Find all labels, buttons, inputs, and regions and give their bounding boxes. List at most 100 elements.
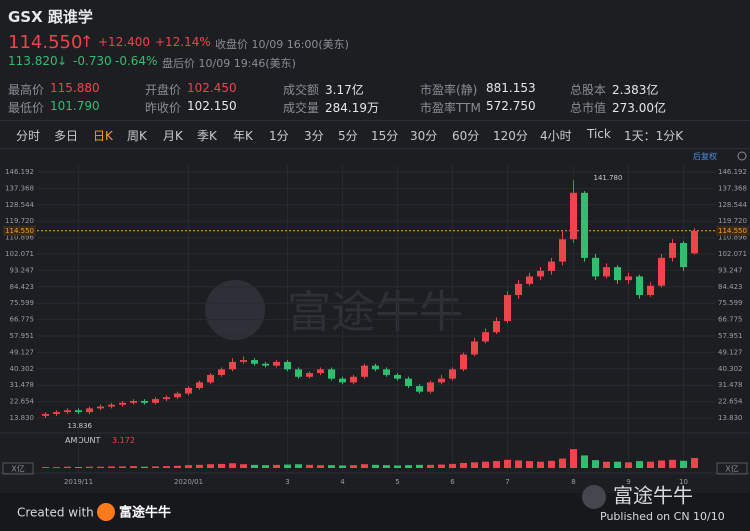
volume-bar xyxy=(108,466,115,468)
stat-value: 273.00亿 xyxy=(612,101,666,115)
candle-body xyxy=(537,270,544,277)
tab[interactable]: 1天：1分K xyxy=(624,129,684,143)
stat-label: 最高价 xyxy=(8,83,45,97)
tab[interactable]: 月K xyxy=(163,129,183,143)
stat-label: 昨收价 xyxy=(145,101,182,115)
candle-body xyxy=(394,374,401,379)
tab[interactable]: 60分 xyxy=(452,129,480,143)
symbol: GSX 跟谁学 xyxy=(8,8,93,26)
stat-label: 成交额 xyxy=(283,83,320,97)
y-tick-label: 66.775 xyxy=(10,316,35,324)
y-tick-label: 75.599 xyxy=(10,299,35,307)
stat-label: 最低价 xyxy=(8,101,45,115)
tab[interactable]: 15分 xyxy=(371,129,399,143)
y-tick-label: 128.544 xyxy=(5,201,34,209)
volume-bar xyxy=(262,465,269,468)
y-tick-label: 40.302 xyxy=(718,365,743,373)
candle-body xyxy=(306,373,313,377)
y-tick-label: 93.247 xyxy=(10,266,35,274)
volume-bar xyxy=(647,461,654,468)
y-tick-label: 57.951 xyxy=(718,332,743,340)
candle-body xyxy=(460,354,467,370)
candle-body xyxy=(614,267,621,281)
volume-bar xyxy=(559,458,566,468)
tab[interactable]: 分时 xyxy=(16,129,41,143)
candle-body xyxy=(42,413,49,416)
tab[interactable]: 30分 xyxy=(410,129,438,143)
unit-box xyxy=(2,462,34,475)
candle-body xyxy=(691,230,698,254)
tab[interactable]: 年K xyxy=(233,129,253,143)
stat-label: 总市值 xyxy=(570,101,607,115)
tab[interactable]: 周K xyxy=(127,129,147,143)
tab[interactable]: 多日 xyxy=(54,129,79,143)
candle-body xyxy=(669,242,676,258)
close-note: 收盘价 10/09 16:00(美东) xyxy=(215,38,349,51)
y-tick-label: 93.247 xyxy=(718,266,743,274)
y-tick-label: 22.654 xyxy=(10,398,35,406)
volume-bar xyxy=(592,460,599,468)
y-tick-label: 102.071 xyxy=(718,250,747,258)
watermark: 富途牛牛 xyxy=(287,287,463,338)
volume-bar xyxy=(152,466,159,468)
candle-body xyxy=(240,360,247,362)
volume-bar xyxy=(471,462,478,468)
volume-bar xyxy=(449,463,456,468)
volume-bar xyxy=(394,465,401,468)
volume-bar xyxy=(218,463,225,468)
tab[interactable]: 季K xyxy=(197,129,217,143)
stat-label: 成交量 xyxy=(283,101,320,115)
candle-body xyxy=(174,393,181,398)
footer-created: Created with xyxy=(17,506,94,520)
candle-body xyxy=(339,378,346,383)
volume-bar xyxy=(185,465,192,468)
candle-body xyxy=(482,332,489,342)
stat-value: 101.790 xyxy=(50,99,100,113)
volume-bar xyxy=(119,466,126,468)
volume-bar xyxy=(460,462,467,468)
candle-body xyxy=(405,378,412,387)
volume-bar xyxy=(636,461,643,468)
candle-body xyxy=(207,374,214,383)
candle-body xyxy=(592,257,599,277)
y-tick-label: 146.192 xyxy=(718,168,747,176)
volume-bar xyxy=(537,461,544,468)
volume-bar xyxy=(306,464,313,468)
change-pct: +12.14% xyxy=(155,35,211,49)
footer-bar xyxy=(0,493,750,531)
volume-bar xyxy=(405,465,412,468)
volume-bar xyxy=(350,465,357,468)
settings-icon[interactable] xyxy=(737,151,747,161)
tab[interactable]: 1分 xyxy=(269,129,289,143)
price: 114.550 xyxy=(8,32,83,53)
volume-bar xyxy=(515,460,522,468)
tab[interactable]: 3分 xyxy=(304,129,324,143)
stat-value: 572.750 xyxy=(486,99,536,113)
x-tick-label: 4 xyxy=(340,478,345,486)
tab[interactable]: 4小时 xyxy=(540,129,572,143)
candle-body xyxy=(152,399,159,403)
volume-bar xyxy=(416,464,423,468)
volume-bar xyxy=(482,461,489,468)
adjust-label[interactable]: 后复权 xyxy=(693,151,717,161)
y-tick-label: 128.544 xyxy=(718,201,747,209)
tab[interactable]: 120分 xyxy=(493,129,528,143)
volume-bar xyxy=(361,464,368,468)
volume-bar xyxy=(240,464,247,468)
candle-body xyxy=(636,276,643,296)
volume-bar xyxy=(603,461,610,468)
tab[interactable]: 5分 xyxy=(338,129,358,143)
tab[interactable]: 日K xyxy=(93,129,113,143)
candle-body xyxy=(130,400,137,403)
volume-bar xyxy=(251,464,258,468)
candle-body xyxy=(427,382,434,392)
y-tick-label: 49.127 xyxy=(718,348,743,356)
candle-body xyxy=(262,363,269,366)
watermark-logo xyxy=(205,280,265,340)
footer-published: Published on CN 10/10 xyxy=(600,510,725,523)
candle-body xyxy=(449,369,456,379)
tab[interactable]: Tick xyxy=(587,127,611,141)
candle-body xyxy=(163,397,170,400)
y-tick-label: 110.896 xyxy=(5,234,34,242)
